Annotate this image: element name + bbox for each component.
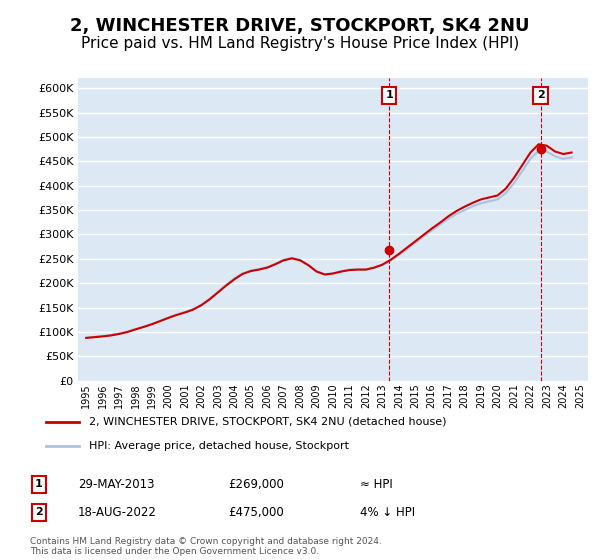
Text: 2: 2 [537,91,544,100]
Text: 2: 2 [35,507,43,517]
Text: HPI: Average price, detached house, Stockport: HPI: Average price, detached house, Stoc… [89,441,349,451]
Text: 2, WINCHESTER DRIVE, STOCKPORT, SK4 2NU: 2, WINCHESTER DRIVE, STOCKPORT, SK4 2NU [70,17,530,35]
Text: £269,000: £269,000 [228,478,284,491]
Text: 1: 1 [385,91,393,100]
Text: ≈ HPI: ≈ HPI [360,478,393,491]
Text: 1: 1 [35,479,43,489]
Text: Price paid vs. HM Land Registry's House Price Index (HPI): Price paid vs. HM Land Registry's House … [81,36,519,52]
Text: 2, WINCHESTER DRIVE, STOCKPORT, SK4 2NU (detached house): 2, WINCHESTER DRIVE, STOCKPORT, SK4 2NU … [89,417,447,427]
Text: This data is licensed under the Open Government Licence v3.0.: This data is licensed under the Open Gov… [30,547,319,556]
Text: Contains HM Land Registry data © Crown copyright and database right 2024.: Contains HM Land Registry data © Crown c… [30,537,382,546]
Text: £475,000: £475,000 [228,506,284,519]
Text: 4% ↓ HPI: 4% ↓ HPI [360,506,415,519]
Text: 29-MAY-2013: 29-MAY-2013 [78,478,155,491]
Text: 18-AUG-2022: 18-AUG-2022 [78,506,157,519]
